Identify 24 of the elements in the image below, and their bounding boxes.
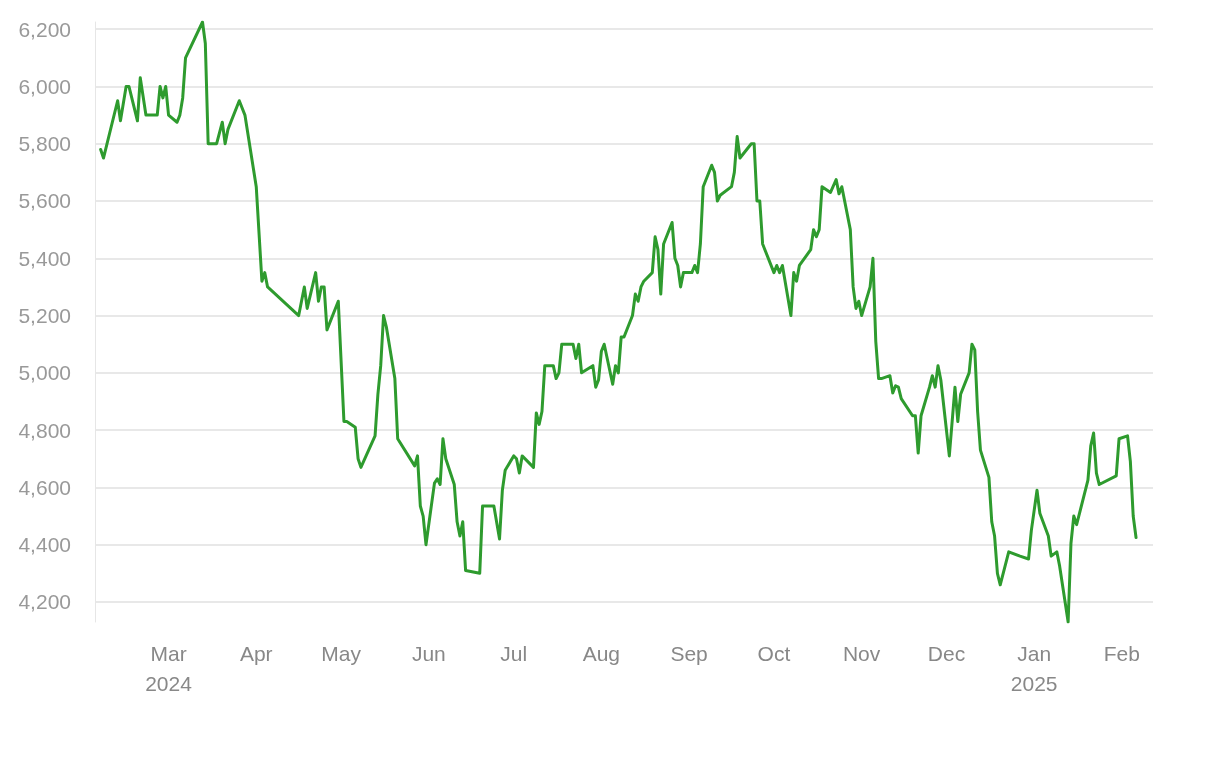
- x-tick-label: Dec: [927, 641, 966, 665]
- x-tick-label: Jun: [411, 641, 446, 665]
- y-tick-label: 5,200: [18, 304, 71, 328]
- x-tick-label: Sep: [670, 641, 708, 665]
- x-tick-label: Jan 2025: [1010, 641, 1058, 695]
- y-tick-label: 5,000: [18, 361, 71, 385]
- y-tick-label: 5,400: [18, 246, 71, 270]
- x-tick-label: Nov: [842, 641, 881, 665]
- y-tick-label: 4,800: [18, 418, 71, 442]
- y-tick-label: 5,600: [18, 189, 71, 213]
- y-tick-label: 5,800: [18, 132, 71, 156]
- y-tick-label: 4,400: [18, 533, 71, 557]
- x-tick-label: Aug: [582, 641, 621, 665]
- y-tick-label: 6,000: [18, 74, 71, 98]
- y-tick-label: 6,200: [18, 17, 71, 41]
- line-series: [99, 20, 1138, 624]
- x-tick-label: Apr: [239, 641, 273, 665]
- x-tick-label: Feb: [1103, 641, 1140, 665]
- y-tick-label: 4,600: [18, 475, 71, 499]
- y-tick-label: 4,200: [18, 590, 71, 614]
- x-tick-label: Mar 2024: [145, 641, 193, 695]
- x-tick-label: Jul: [500, 641, 528, 665]
- x-tick-label: Oct: [757, 641, 791, 665]
- x-tick-label: May: [321, 641, 362, 665]
